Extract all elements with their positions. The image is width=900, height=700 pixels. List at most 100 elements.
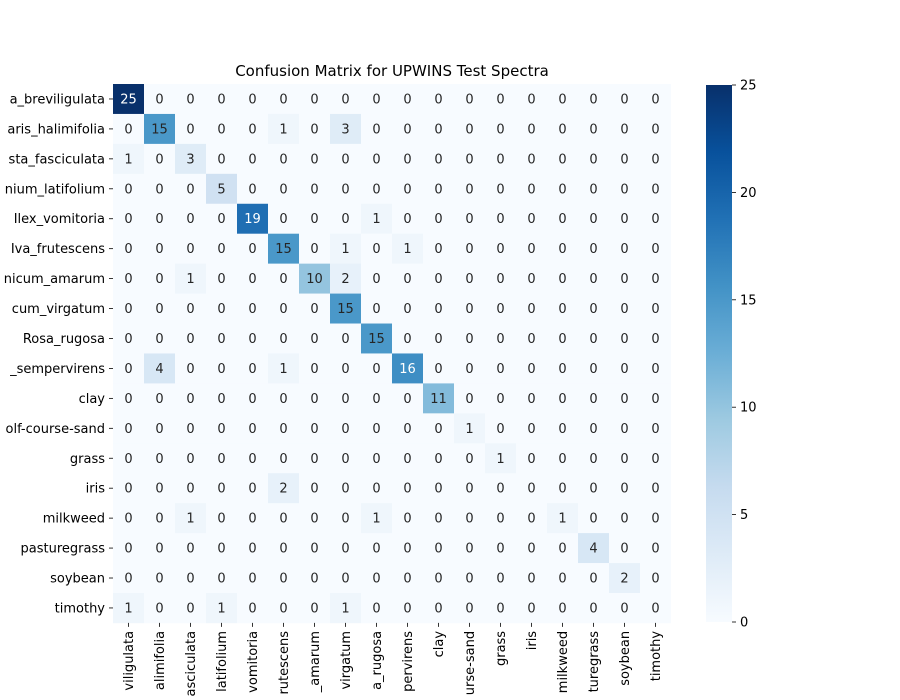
cell-value-label: 0 — [217, 122, 225, 137]
cell-value-label: 0 — [465, 482, 473, 497]
cell-value-label: 0 — [155, 542, 163, 557]
cell-value-label: 0 — [155, 242, 163, 257]
cell-value-label: 0 — [434, 542, 442, 557]
heatmap-cell — [113, 353, 144, 384]
cell-value-label: 0 — [372, 422, 380, 437]
heatmap-cell — [640, 113, 671, 145]
heatmap-cell — [361, 203, 392, 234]
heatmap-cell — [206, 592, 237, 624]
cell-value-label: 0 — [124, 452, 132, 467]
heatmap-cell — [268, 293, 299, 324]
heatmap-cell — [454, 173, 485, 205]
cell-value-label: 0 — [248, 512, 256, 527]
heatmap-cell — [175, 263, 206, 294]
heatmap-cell — [144, 143, 175, 175]
heatmap-cell — [361, 443, 392, 474]
cell-value-label: 0 — [527, 512, 535, 527]
cell-value-label: 0 — [217, 482, 225, 497]
cell-value-label: 0 — [651, 422, 659, 437]
cell-value-label: 0 — [124, 332, 132, 347]
cell-value-label: 0 — [620, 302, 628, 317]
cell-value-label: 0 — [589, 422, 597, 437]
row-tick-label: Ilex_vomitoria — [14, 212, 105, 227]
cell-value-label: 0 — [651, 452, 659, 467]
cell-value-label: 1 — [372, 212, 380, 227]
cell-value-label: 0 — [558, 212, 566, 227]
heatmap-cell — [423, 203, 454, 234]
cell-value-label: 0 — [310, 92, 318, 107]
cell-value-label: 0 — [651, 512, 659, 527]
heatmap-cell — [206, 383, 237, 414]
heatmap-cell — [609, 233, 640, 264]
row-tick-label: _sempervirens — [9, 362, 105, 377]
cell-value-label: 0 — [186, 601, 194, 616]
heatmap-cell — [640, 413, 671, 444]
heatmap-cell — [268, 233, 299, 264]
cell-value-label: 0 — [372, 302, 380, 317]
heatmap-cell — [237, 383, 268, 414]
cell-value-label: 0 — [310, 122, 318, 137]
heatmap-cell — [516, 503, 547, 534]
heatmap-cell — [640, 323, 671, 354]
heatmap-cell — [175, 383, 206, 414]
heatmap-cell — [144, 533, 175, 564]
cell-value-label: 0 — [620, 182, 628, 197]
heatmap-cell — [516, 473, 547, 504]
heatmap-cell — [175, 113, 206, 145]
heatmap-cell — [361, 592, 392, 624]
heatmap-cell — [330, 203, 361, 234]
colorbar: 0 5 10 15 20 25 — [706, 79, 757, 631]
cell-value-label: 0 — [496, 92, 504, 107]
heatmap-cell — [609, 173, 640, 205]
heatmap-cell — [206, 443, 237, 474]
heatmap-cell — [144, 84, 175, 115]
heatmap-cell — [268, 113, 299, 145]
heatmap-cell — [299, 503, 330, 534]
cell-value-label: 0 — [465, 601, 473, 616]
cell-value-label: 0 — [403, 122, 411, 137]
heatmap-cell — [299, 353, 330, 384]
cell-value-label: 2 — [620, 572, 628, 587]
heatmap-cell — [578, 503, 609, 534]
cell-value-label: 0 — [124, 512, 132, 527]
heatmap-cell — [392, 563, 423, 594]
heatmap-cell — [237, 563, 268, 594]
cell-value-label: 0 — [124, 572, 132, 587]
cell-value-label: 0 — [651, 92, 659, 107]
heatmap-cell — [299, 323, 330, 354]
cell-value-label: 0 — [496, 572, 504, 587]
cell-value-label: 0 — [310, 482, 318, 497]
cell-value-label: 0 — [434, 272, 442, 287]
cell-value-label: 0 — [155, 512, 163, 527]
column-tick-label: pervirens — [401, 631, 416, 692]
cell-value-label: 0 — [558, 572, 566, 587]
cell-value-label: 0 — [434, 482, 442, 497]
heatmap-cell — [113, 323, 144, 354]
cell-value-label: 0 — [403, 92, 411, 107]
cell-value-label: 0 — [124, 182, 132, 197]
cell-value-label: 0 — [310, 362, 318, 377]
cell-value-label: 0 — [279, 572, 287, 587]
heatmap-cell — [144, 113, 175, 145]
heatmap-cell — [268, 263, 299, 294]
heatmap-cell — [609, 323, 640, 354]
heatmap-cell — [206, 323, 237, 354]
cell-value-label: 0 — [217, 542, 225, 557]
cell-value-label: 0 — [124, 122, 132, 137]
heatmap-cell — [268, 443, 299, 474]
heatmap-cell — [268, 323, 299, 354]
cell-value-label: 0 — [527, 572, 535, 587]
cell-value-label: 0 — [248, 601, 256, 616]
cell-value-label: 0 — [465, 272, 473, 287]
heatmap-cell — [423, 413, 454, 444]
heatmap-cell — [299, 413, 330, 444]
cell-value-label: 0 — [155, 392, 163, 407]
heatmap-cell — [640, 563, 671, 594]
colorbar-tick-label: 5 — [740, 508, 748, 523]
heatmap-cell — [485, 592, 516, 624]
heatmap-cell — [299, 203, 330, 234]
column-tick-label: iris — [525, 631, 540, 651]
row-tick-label: nium_latifolium — [5, 182, 105, 197]
heatmap-cell — [609, 203, 640, 234]
heatmap-cell — [609, 263, 640, 294]
